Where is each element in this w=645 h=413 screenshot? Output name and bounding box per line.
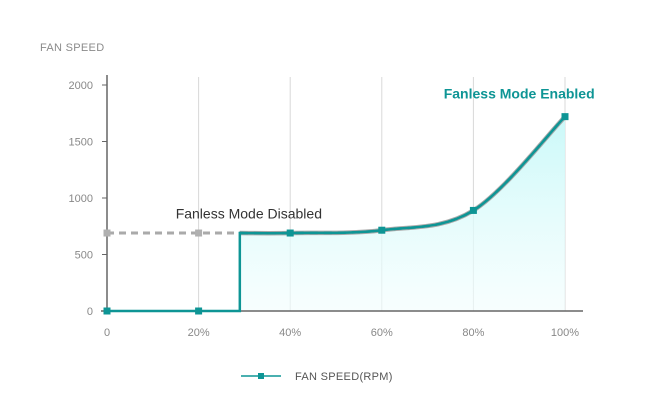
data-point-marker <box>561 113 569 121</box>
y-tick-label: 500 <box>75 250 93 262</box>
fan-speed-line <box>239 115 566 235</box>
annotation-fanless-disabled: Fanless Mode Disabled <box>176 205 322 221</box>
y-tick-label: 1000 <box>69 193 93 205</box>
y-tick-label: 2000 <box>69 80 93 92</box>
area-fill <box>239 116 565 311</box>
x-tick-label: 60% <box>371 327 393 339</box>
series <box>103 113 569 315</box>
disabled-point-marker <box>103 229 111 237</box>
legend-marker <box>258 373 264 379</box>
x-tick-label: 80% <box>462 327 484 339</box>
annotation-fanless-enabled: Fanless Mode Enabled <box>444 86 595 102</box>
data-point-marker <box>378 226 386 234</box>
y-tick-label: 0 <box>87 306 93 318</box>
x-tick-label: 20% <box>188 327 210 339</box>
area-fill-path <box>239 116 565 311</box>
y-tick-label: 1500 <box>69 137 93 149</box>
data-point-marker <box>286 229 294 237</box>
legend-label: FAN SPEED(RPM) <box>295 371 393 383</box>
data-point-marker <box>469 206 477 214</box>
data-point-marker <box>195 307 203 315</box>
disabled-point-marker <box>195 229 203 237</box>
annotations: Fanless Mode Enabled Fanless Mode Disable… <box>176 86 595 222</box>
x-tick-label: 100% <box>551 327 579 339</box>
x-tick-label: 0 <box>104 327 110 339</box>
tick-labels: 0 500 1000 1500 2000 0 20% 40% 60% 80% 100% <box>69 80 580 339</box>
chart-title: FAN SPEED <box>40 42 104 54</box>
x-tick-label: 40% <box>279 327 301 339</box>
data-point-marker <box>103 307 111 315</box>
legend: FAN SPEED(RPM) <box>241 371 393 383</box>
